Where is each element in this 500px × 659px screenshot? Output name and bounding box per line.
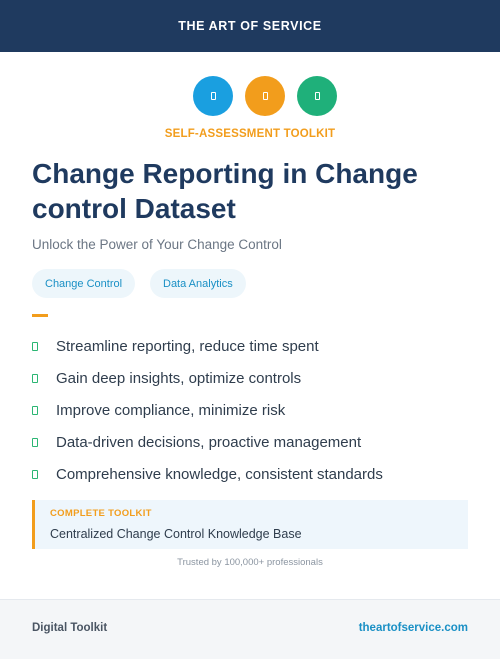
- feature-text: Gain deep insights, optimize controls: [56, 369, 302, 387]
- check-icon: [32, 437, 38, 447]
- top-banner: THE ART OF SERVICE: [0, 0, 500, 52]
- feature-item: Streamline reporting, reduce time spent: [32, 330, 472, 362]
- tag-change-control: Change Control: [32, 269, 136, 298]
- tag-data-analytics: Data Analytics: [150, 269, 246, 298]
- check-icon: [32, 469, 38, 479]
- footer-label: Digital Toolkit: [32, 622, 108, 634]
- feature-item: Improve compliance, minimize risk: [32, 394, 472, 426]
- website-link[interactable]: theartofservice.com: [358, 622, 468, 634]
- check-icon: [32, 341, 38, 351]
- footer: Digital Toolkit theartofservice.com: [0, 599, 500, 659]
- feature-text: Improve compliance, minimize risk: [56, 401, 286, 419]
- page-title: Change Reporting in Change control Datas…: [32, 158, 418, 224]
- feature-text: Comprehensive knowledge, consistent stan…: [56, 465, 383, 483]
- feature-list: Streamline reporting, reduce time spent …: [32, 330, 472, 490]
- document-icon: [297, 76, 337, 116]
- feature-item: Comprehensive knowledge, consistent stan…: [32, 458, 472, 490]
- feature-text: Data-driven decisions, proactive managem…: [56, 433, 362, 451]
- icon-row: [0, 76, 500, 116]
- trust-note: Trusted by 100,000+ professionals: [177, 557, 323, 568]
- callout-text: Centralized Change Control Knowledge Bas…: [50, 527, 302, 541]
- document-icon: [193, 76, 233, 116]
- feature-item: Gain deep insights, optimize controls: [32, 362, 472, 394]
- feature-text: Streamline reporting, reduce time spent: [56, 337, 319, 355]
- subtitle: Unlock the Power of Your Change Control: [32, 237, 282, 252]
- brand-name: THE ART OF SERVICE: [178, 19, 322, 33]
- check-icon: [32, 373, 38, 383]
- eyebrow-label: SELF-ASSESSMENT TOOLKIT: [164, 128, 336, 140]
- accent-divider: [32, 314, 48, 317]
- document-icon: [245, 76, 285, 116]
- feature-item: Data-driven decisions, proactive managem…: [32, 426, 472, 458]
- check-icon: [32, 405, 38, 415]
- callout-label: COMPLETE TOOLKIT: [50, 508, 152, 519]
- toolkit-callout: COMPLETE TOOLKIT Centralized Change Cont…: [32, 500, 468, 549]
